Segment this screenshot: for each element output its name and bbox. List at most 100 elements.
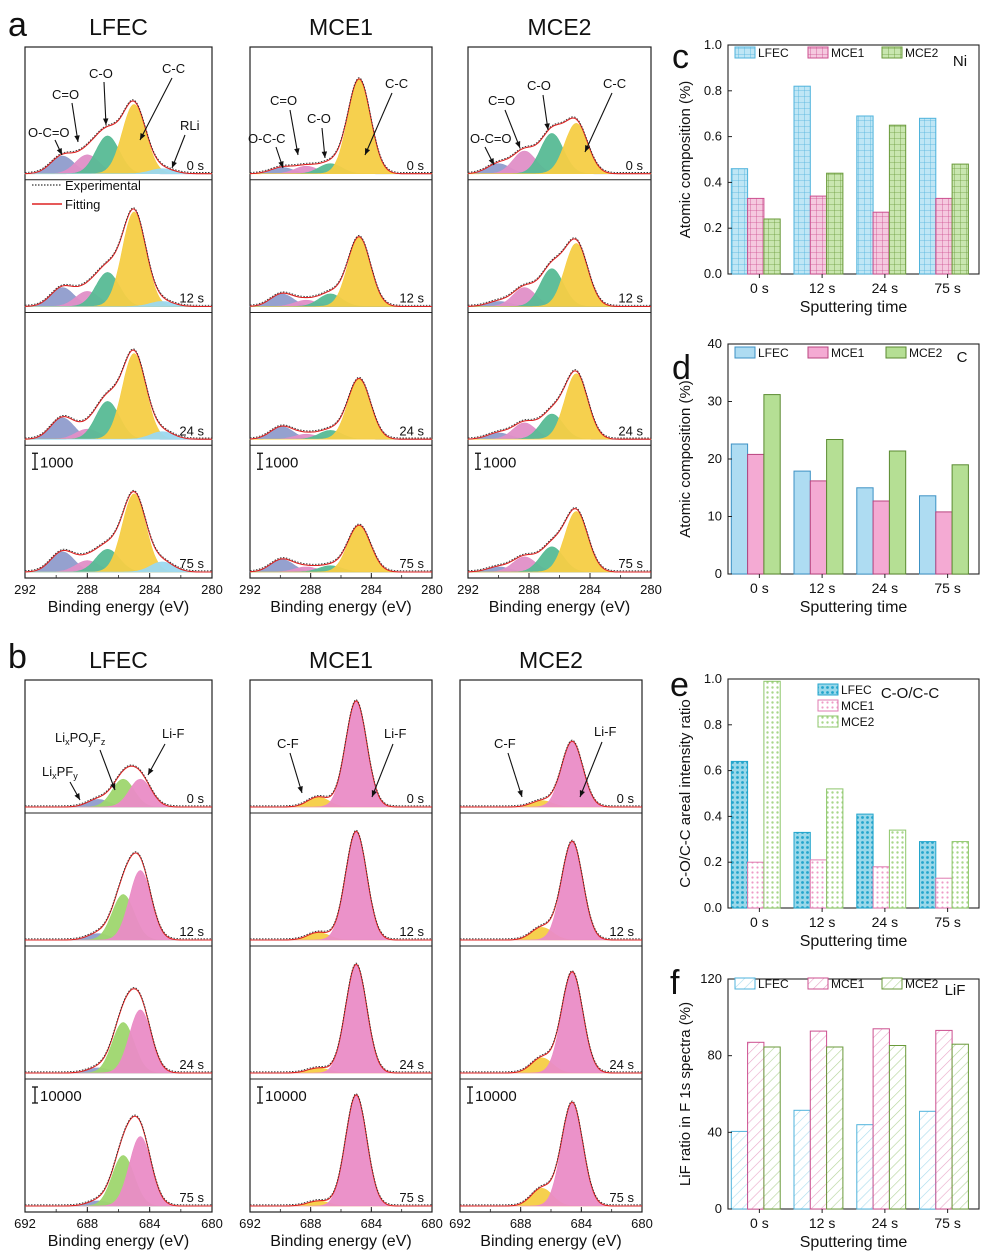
annotation-arrowhead: [74, 135, 80, 142]
x-tick-label: 684: [570, 1216, 592, 1231]
bar-mce2-24s: [888, 450, 907, 575]
legend-label-mce1: MCE1: [831, 46, 865, 60]
annotation-arrowhead: [321, 151, 328, 158]
bar-mce1-0s: [747, 1041, 765, 1210]
bar-lfec-75s: [919, 1110, 937, 1210]
fitting-curve: [460, 840, 642, 941]
experimental-curve: [250, 1093, 432, 1206]
experimental-curve: [467, 506, 651, 572]
label-c-o: C-O: [89, 66, 113, 81]
fitting-curve: [249, 236, 432, 308]
plot-frame: [727, 978, 980, 1210]
fitting-curve: [24, 208, 212, 308]
annotation-arrowhead: [365, 148, 371, 155]
y-tick-label: 0: [715, 1201, 722, 1216]
fitting-curve: [467, 238, 651, 308]
annotation-arrow: [289, 752, 303, 794]
time-label: 12 s: [399, 291, 424, 306]
x-tick-label: 688: [300, 1216, 322, 1231]
annotation-arrow: [579, 741, 603, 798]
legend-label-lfec: LFEC: [841, 683, 872, 697]
x-axis-label: Sputtering time: [800, 1234, 908, 1251]
annotation-arrow: [371, 743, 394, 798]
y-axis-label: LiF ratio in F 1s spectra (%): [677, 1002, 694, 1186]
bar-mce2-24s: [888, 829, 907, 909]
time-label: 75 s: [399, 556, 424, 571]
x-tick-label: 284: [360, 582, 382, 597]
x-tick-label: 12 s: [809, 914, 835, 930]
element-label: LiF: [945, 982, 966, 999]
bar-lfec-0s: [730, 760, 749, 909]
legend-swatch-mce2: [881, 46, 903, 59]
experimental-curve: [249, 376, 432, 439]
fitting-curve: [249, 524, 432, 573]
label-li-f: Li-F: [384, 726, 406, 741]
xps-f1s-mce1: 0 s 12 s 24 s 75 s 10000 692 688 684 680 Binding …: [239, 647, 443, 1250]
experimental-curve: [25, 1114, 212, 1206]
f1s-peak-annotations: LixPFy LixPOyFz Li-F C-F Li-F C-F Li-F: [42, 724, 616, 801]
x-tick-label: 688: [510, 1216, 532, 1231]
x-tick-label: 288: [76, 582, 98, 597]
column-title: MCE1: [309, 647, 373, 673]
annotation-arrow: [103, 81, 107, 126]
peak-li-f: [460, 740, 642, 808]
annotation-arrowhead: [371, 790, 377, 797]
experimental-curve: [250, 829, 432, 940]
x-axis-label: Binding energy (eV): [48, 599, 189, 616]
legend-swatch-mce2: [881, 977, 903, 990]
peak-li-f: [250, 700, 432, 808]
x-tick-label: 12 s: [809, 1215, 835, 1231]
chart-d-c: d 0 s 12 s 24 s 75 s 0 10 20 30 40 Sputtering time…: [672, 336, 980, 616]
bar-mce1-24s: [872, 500, 890, 575]
y-tick-label: 0.2: [704, 854, 722, 869]
chart-f-lif: f 0 s 12 s 24 s 75 s 0 40 80 120 Sputtering time L…: [670, 964, 980, 1251]
scale-bar-label: 1000: [265, 454, 298, 471]
y-tick-label: 0.2: [704, 220, 722, 235]
label-c-c: C-C: [162, 61, 185, 76]
scale-bar-label: 10000: [40, 1088, 82, 1105]
panel-letter: d: [672, 349, 691, 387]
experimental-curve: [460, 1100, 642, 1206]
time-label: 24 s: [399, 1057, 424, 1072]
xps-f1s-mce2: 0 s 12 s 24 s 75 s 10000 692 688 684 680 Binding …: [449, 647, 653, 1250]
fitting-curve: [250, 963, 432, 1074]
x-tick-label: 684: [139, 1216, 161, 1231]
bar-mce2-0s: [763, 1046, 781, 1210]
annotation-arrowhead: [515, 141, 521, 148]
experimental-curve: [249, 523, 432, 572]
experimental-curve: [25, 99, 212, 173]
bar-mce2-75s: [951, 163, 969, 275]
x-tick-label: 280: [421, 582, 443, 597]
label-c-c: C-C: [385, 76, 408, 91]
legend-swatch-mce2: [885, 346, 907, 359]
annotation-arrowhead: [140, 133, 146, 140]
xps-c1s-mce1: 0 s 12 s 24 s 75 s 1000 292 288 284 280 Binding e…: [239, 14, 443, 616]
scale-bar-label: 1000: [483, 454, 516, 471]
fitting-curve: [460, 971, 642, 1074]
legend-swatch-mce2: [817, 715, 839, 728]
label-rli: RLi: [180, 118, 200, 133]
bar-lfec-12s: [793, 1109, 811, 1210]
time-label: 12 s: [609, 924, 634, 939]
annotation-arrow: [504, 109, 521, 149]
fitting-curve: [25, 349, 212, 440]
y-tick-label: 10: [708, 509, 722, 524]
experimental-curve: [250, 699, 432, 807]
bar-mce1-24s: [872, 866, 890, 909]
annotation-arrow: [507, 752, 523, 798]
experimental-curve: [25, 851, 212, 940]
annotation-arrowhead: [488, 158, 494, 165]
legend-swatch-mce1: [807, 346, 829, 359]
label-c-o-double: C=O: [52, 87, 79, 102]
x-tick-label: 288: [518, 582, 540, 597]
time-label: 75 s: [609, 1190, 634, 1205]
y-tick-label: 0: [715, 566, 722, 581]
x-tick-label: 692: [14, 1216, 36, 1231]
experimental-curve: [24, 207, 212, 306]
legend-swatch-mce1: [807, 46, 829, 59]
x-tick-label: 284: [139, 582, 161, 597]
bar-mce2-0s: [763, 680, 781, 909]
annotation-arrowhead: [56, 148, 62, 155]
fitting-curve: [460, 1101, 642, 1207]
